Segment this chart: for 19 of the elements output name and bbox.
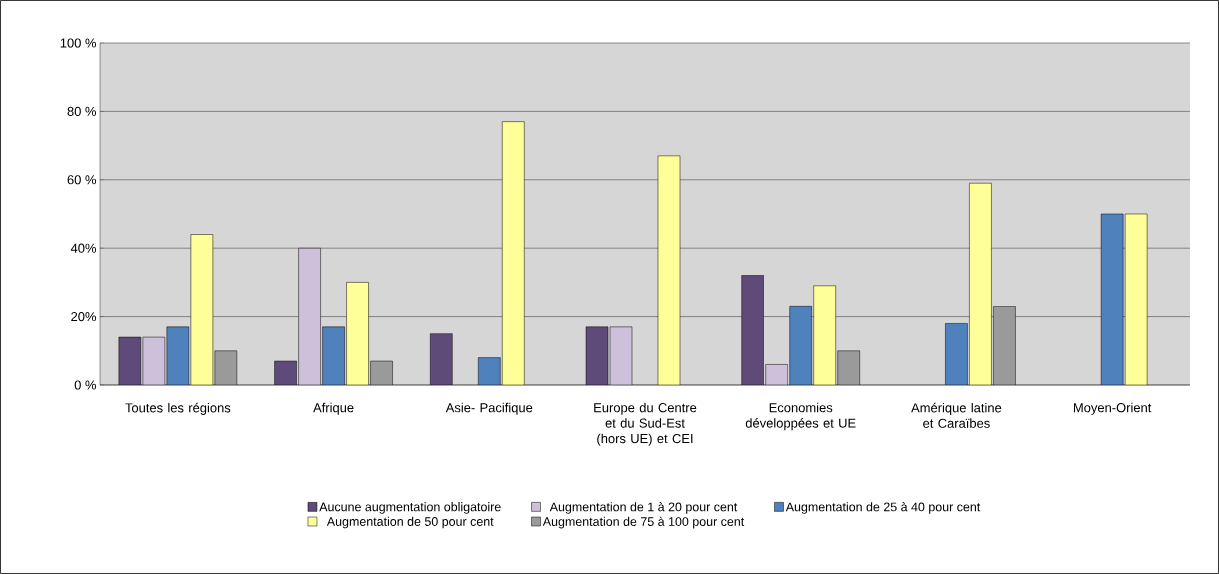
legend-label: Augmentation de 50 pour cent	[326, 516, 494, 529]
y-tick-label: 100 %	[60, 38, 97, 48]
x-tick-label: Moyen-Orient	[1073, 402, 1152, 415]
x-tick-label: Asie- Pacifique	[445, 402, 533, 415]
legend-label: Augmentation de 25 à 40 pour cent	[785, 502, 981, 514]
x-tick-label: Amérique latine et Caraïbes	[911, 402, 1002, 428]
y-tick-label: 80 %	[67, 106, 97, 116]
x-tick-label: Toutes les régions	[125, 402, 231, 415]
y-tick-label: 60 %	[67, 175, 97, 185]
legend-label: Augmentation de 1 à 20 pour cent	[549, 502, 738, 514]
bar	[298, 248, 321, 385]
y-tick-label: 40%	[70, 243, 97, 253]
legend-label: Aucune augmentation obligatoire	[319, 502, 501, 514]
x-tick-label: Economies développées et UE	[745, 402, 856, 431]
x-tick-label: Europe du Centre et du Sud-Est (hors UE) et CEI	[594, 402, 697, 446]
legend-label: Augmentation de 75 à 100 pour cent	[542, 516, 745, 529]
x-tick-label: Afrique	[313, 402, 354, 415]
y-tick-label: 0 %	[74, 380, 97, 390]
y-tick-label: 20%	[71, 312, 97, 322]
